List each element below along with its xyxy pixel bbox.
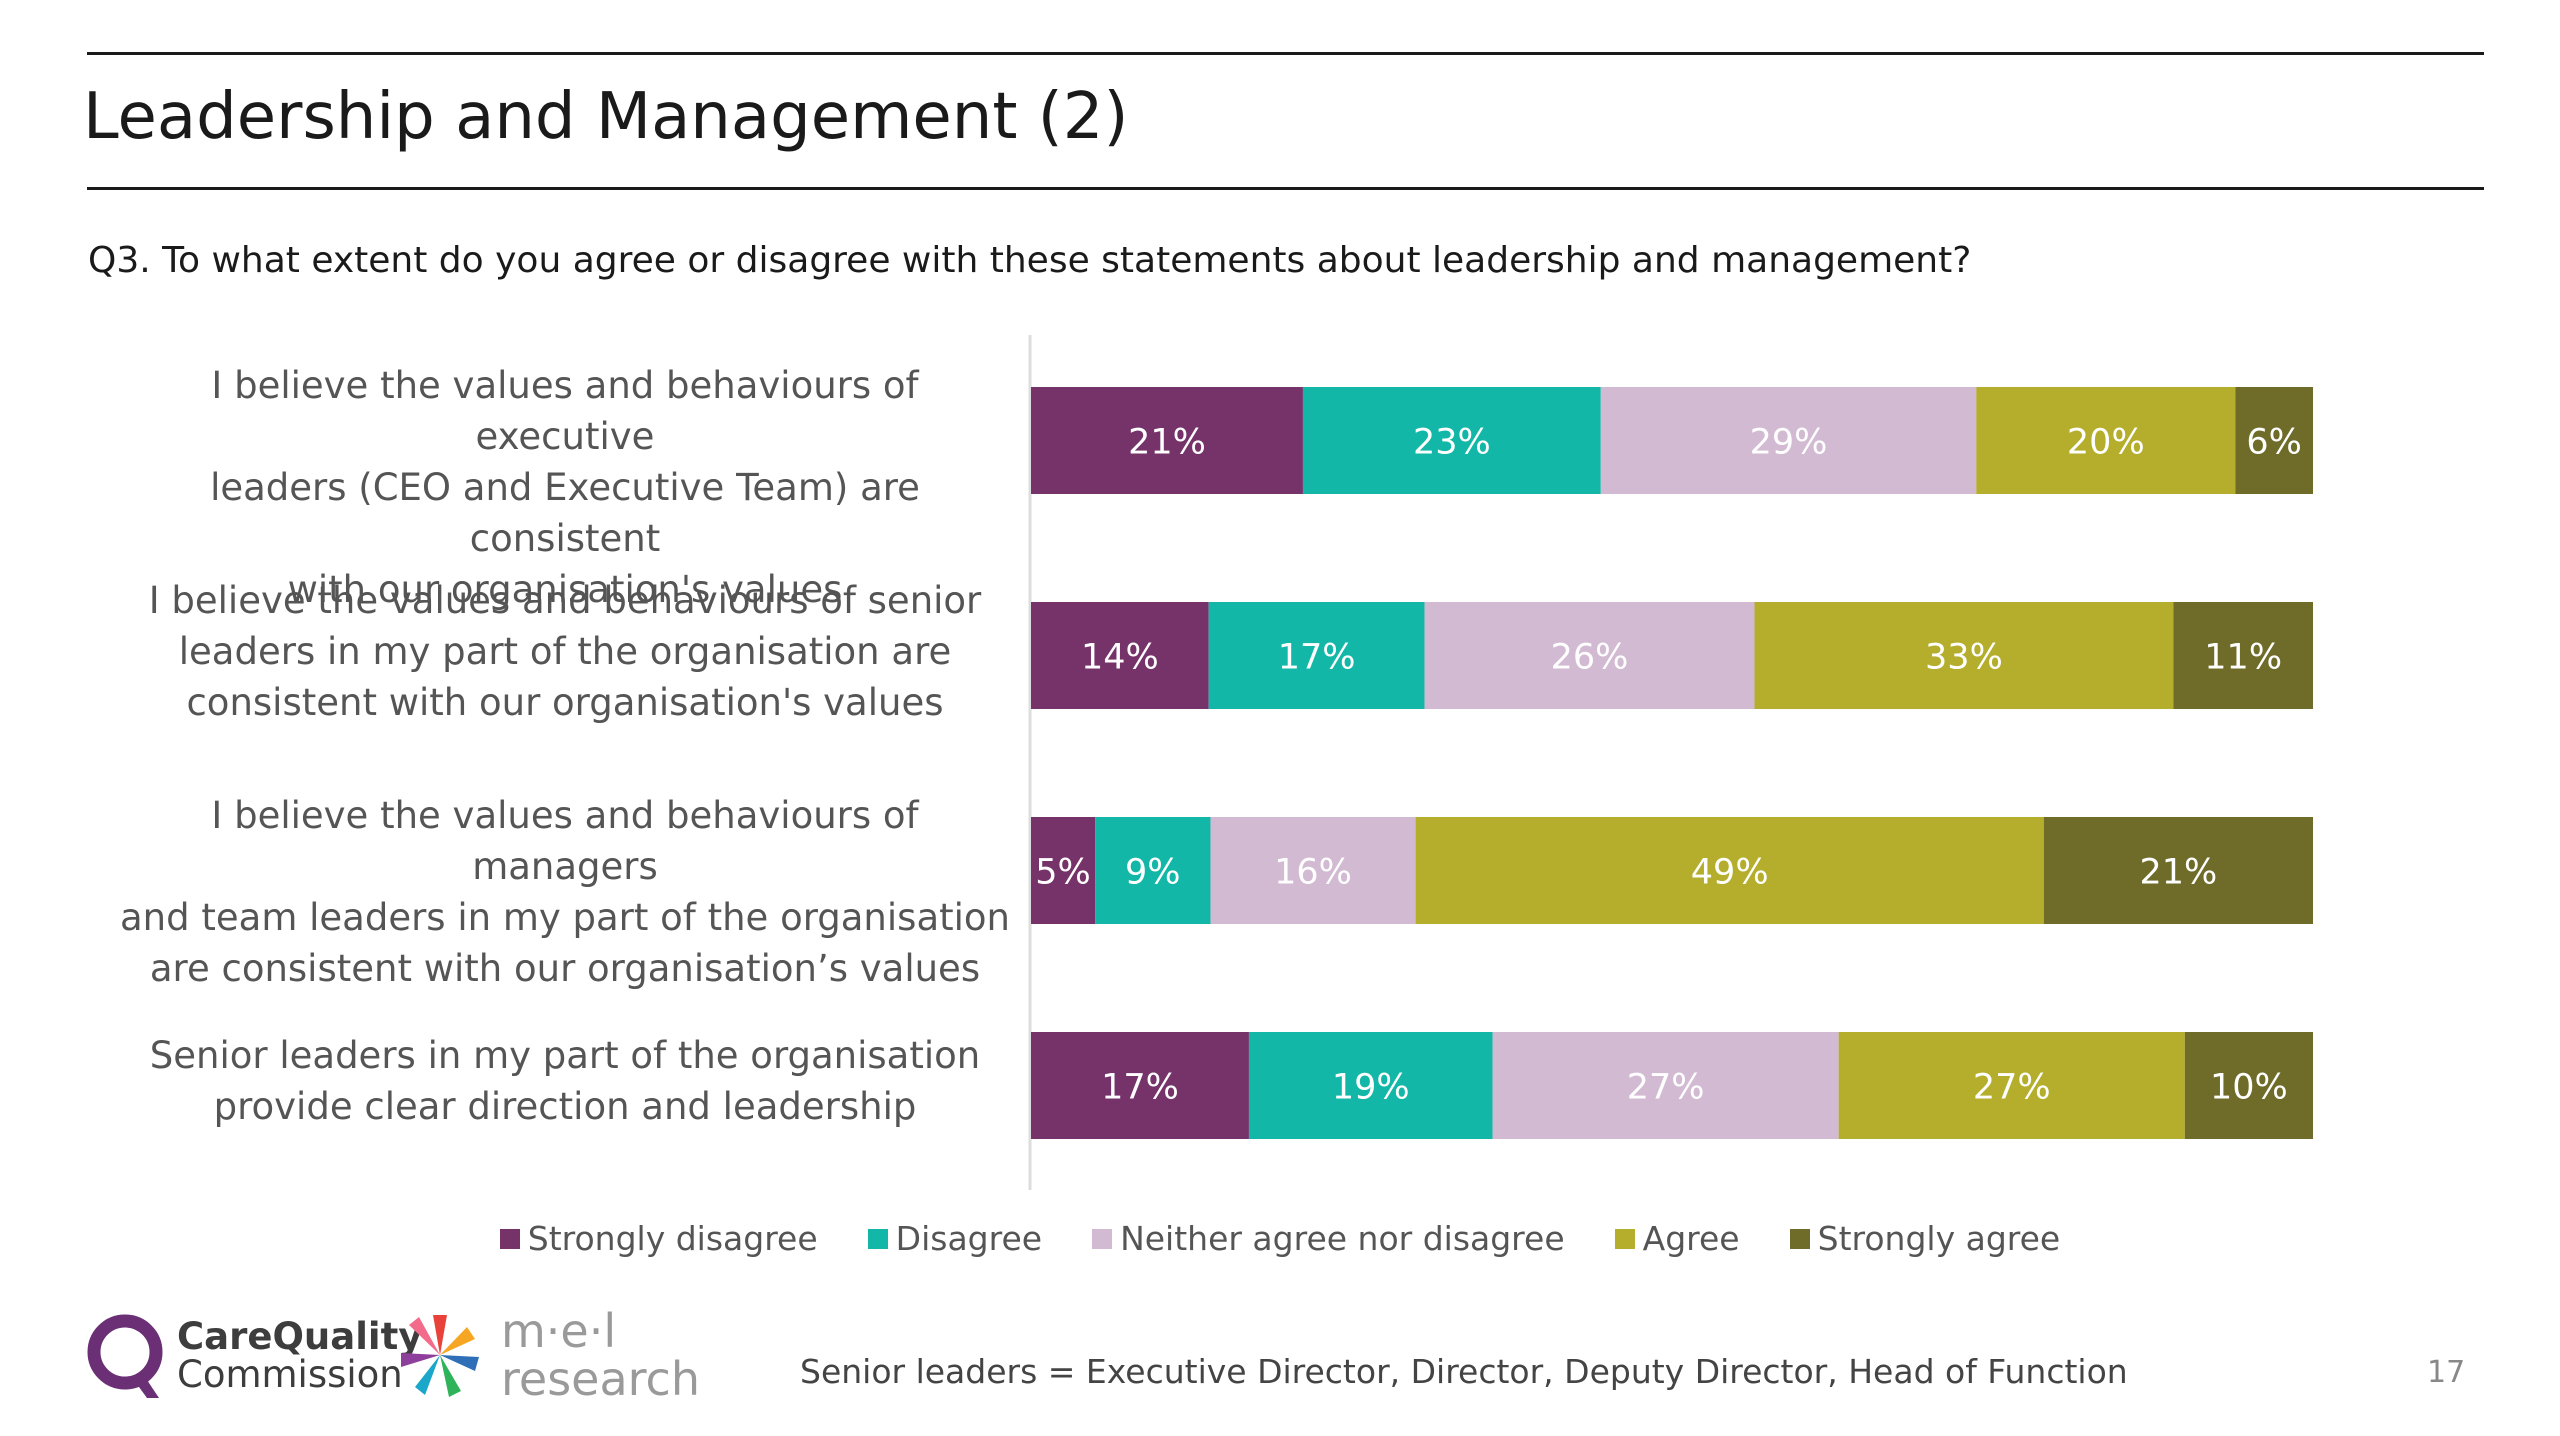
category-label-3: I believe the values and behaviours of m… xyxy=(120,794,1010,990)
legend-item-neither: Neither agree nor disagree xyxy=(1092,1219,1565,1258)
bar-label-agree-row-1: 20% xyxy=(2067,423,2145,463)
cqc-wordmark-line2: Commission xyxy=(177,1353,403,1396)
legend-label: Strongly agree xyxy=(1817,1219,2061,1258)
bar-segment-strongly-agree-row-2 xyxy=(2173,602,2313,709)
page-title: Leadership and Management (2) xyxy=(83,80,1129,154)
bar-label-strongly-disagree-row-1: 21% xyxy=(1128,423,1206,463)
bar-label-strongly-agree-row-1: 6% xyxy=(2246,423,2302,463)
legend-swatch-agree xyxy=(1614,1228,1635,1249)
legend-label: Neither agree nor disagree xyxy=(1120,1219,1565,1258)
bar-label-disagree-row-2: 17% xyxy=(1278,638,1356,678)
bar-segment-neither-row-1 xyxy=(1600,387,1977,494)
bar-segment-agree-row-4 xyxy=(1838,1032,2185,1139)
top-rule xyxy=(87,52,2484,55)
bar-label-agree-row-4: 27% xyxy=(1973,1068,2051,1108)
bar-segment-disagree-row-1 xyxy=(1302,387,1601,494)
bar-label-disagree-row-3: 9% xyxy=(1125,853,1181,893)
legend-item-disagree: Disagree xyxy=(867,1219,1043,1258)
mel-research-logo: m·e·l research xyxy=(395,1305,700,1405)
category-label-4: Senior leaders in my part of the organis… xyxy=(149,1034,981,1128)
bar-label-neither-row-2: 26% xyxy=(1551,638,1629,678)
bar-label-agree-row-3: 49% xyxy=(1691,853,1769,893)
cqc-logo: CareQuality Commission xyxy=(85,1310,422,1402)
legend-item-strongly-disagree: Strongly disagree xyxy=(499,1219,818,1258)
bar-segment-disagree-row-2 xyxy=(1208,602,1425,709)
cqc-wordmark-line1: CareQuality xyxy=(177,1315,423,1358)
bar-label-strongly-agree-row-4: 10% xyxy=(2210,1068,2288,1108)
legend-label: Strongly disagree xyxy=(527,1219,818,1258)
cqc-wordmark: CareQuality Commission xyxy=(177,1318,422,1394)
bar-label-strongly-disagree-row-3: 5% xyxy=(1035,853,1091,893)
category-label-2: I believe the values and behaviours of s… xyxy=(148,579,982,724)
title-rule xyxy=(87,187,2484,190)
bar-label-strongly-agree-row-2: 11% xyxy=(2204,638,2282,678)
bar-segment-strongly-agree-row-4 xyxy=(2184,1032,2313,1139)
bar-label-strongly-agree-row-3: 21% xyxy=(2139,853,2217,893)
bars-group: 21% 23% 29% 20% 6% 14% 17% 26% 33% 11% 5% 9% 16% 49% 2… xyxy=(1031,387,2313,1139)
category-label-1: I believe the values and behaviours of e… xyxy=(210,364,920,611)
bar-label-agree-row-2: 33% xyxy=(1925,638,2003,678)
bar-label-strongly-disagree-row-2: 14% xyxy=(1081,638,1159,678)
bar-label-neither-row-3: 16% xyxy=(1274,853,1352,893)
bar-segment-neither-row-3 xyxy=(1210,817,1416,924)
bar-segment-agree-row-1 xyxy=(1976,387,2236,494)
bar-segment-neither-row-4 xyxy=(1492,1032,1839,1139)
bar-label-disagree-row-4: 19% xyxy=(1332,1068,1410,1108)
bar-label-neither-row-4: 27% xyxy=(1627,1068,1705,1108)
legend: Strongly disagree Disagree Neither agree… xyxy=(0,1219,2560,1258)
bar-label-disagree-row-1: 23% xyxy=(1413,423,1491,463)
mel-wordmark-line2: research xyxy=(501,1352,701,1406)
legend-swatch-neither xyxy=(1092,1228,1113,1249)
legend-swatch-disagree xyxy=(867,1228,888,1249)
bar-segment-disagree-row-4 xyxy=(1248,1032,1493,1139)
bar-segment-agree-row-3 xyxy=(1415,817,2044,924)
bar-segment-strongly-agree-row-1 xyxy=(2235,387,2313,494)
bar-segment-strongly-disagree-row-2 xyxy=(1031,602,1209,709)
mel-wordmark: m·e·l research xyxy=(501,1307,700,1403)
legend-swatch-strongly-disagree xyxy=(499,1228,520,1249)
bar-segment-strongly-disagree-row-4 xyxy=(1031,1032,1249,1139)
bar-segment-disagree-row-3 xyxy=(1095,817,1211,924)
bar-segment-neither-row-2 xyxy=(1424,602,1755,709)
bar-segment-agree-row-2 xyxy=(1754,602,2174,709)
bar-segment-strongly-disagree-row-1 xyxy=(1031,387,1303,494)
cqc-q-icon xyxy=(87,1314,163,1398)
mel-star-icon xyxy=(401,1315,479,1397)
legend-label: Disagree xyxy=(895,1219,1043,1258)
question-text: Q3. To what extent do you agree or disag… xyxy=(88,240,1972,281)
legend-item-agree: Agree xyxy=(1614,1219,1740,1258)
mel-wordmark-line1: m·e·l xyxy=(501,1304,617,1358)
bar-label-neither-row-1: 29% xyxy=(1750,423,1828,463)
bar-segment-strongly-agree-row-3 xyxy=(2043,817,2313,924)
page-number: 17 xyxy=(2427,1355,2466,1390)
legend-item-strongly-agree: Strongly agree xyxy=(1789,1219,2061,1258)
bar-segment-strongly-disagree-row-3 xyxy=(1031,817,1096,924)
legend-swatch-strongly-agree xyxy=(1789,1228,1810,1249)
footnote: Senior leaders = Executive Director, Dir… xyxy=(800,1352,2128,1391)
bar-label-strongly-disagree-row-4: 17% xyxy=(1101,1068,1179,1108)
legend-label: Agree xyxy=(1642,1219,1740,1258)
